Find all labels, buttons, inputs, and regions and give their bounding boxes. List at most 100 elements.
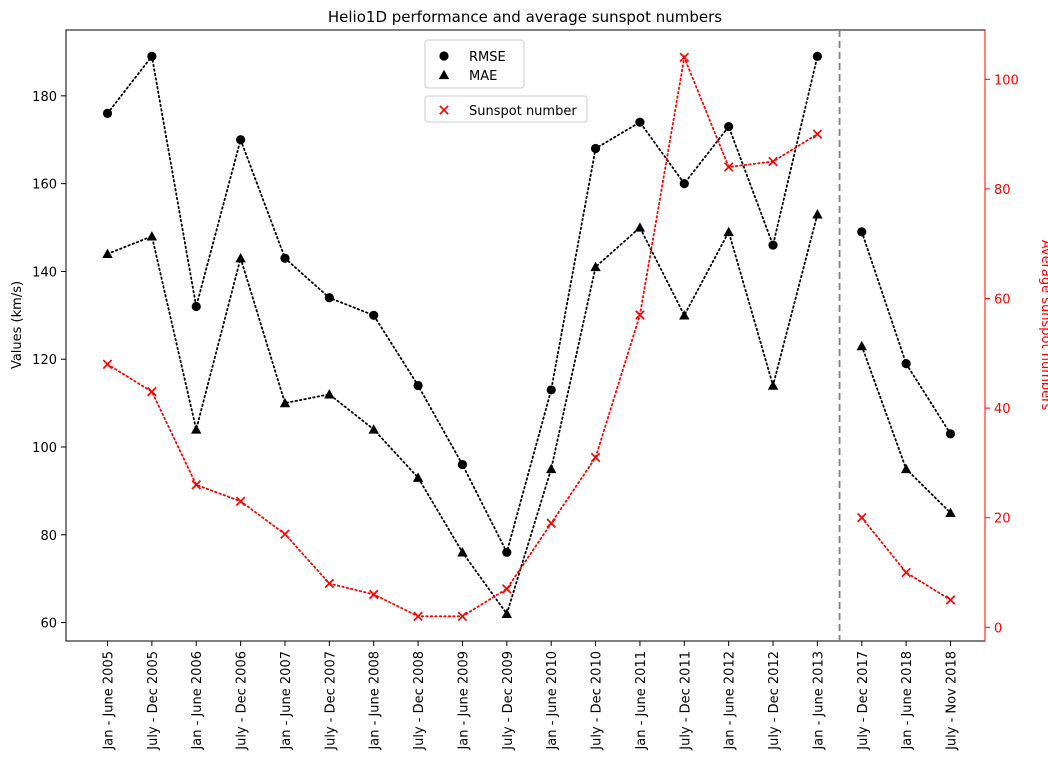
mae-line — [860, 345, 952, 514]
mae-point — [545, 463, 557, 474]
x-tick-label: July - Nov 2018 — [945, 651, 960, 751]
mae-point — [368, 424, 379, 434]
sunspot-number-line — [106, 54, 819, 618]
legend-marker-mae — [438, 69, 450, 80]
mae-point — [767, 380, 779, 390]
rmse-point — [546, 385, 556, 395]
rmse-point — [147, 51, 157, 61]
sunspot-number-point — [235, 496, 246, 507]
mae-point — [900, 463, 912, 474]
sunspot-number-point — [590, 452, 601, 463]
mae-point — [945, 507, 956, 517]
sunspot-number-point — [280, 529, 290, 539]
sunspot-number-line — [860, 516, 952, 601]
mae-point — [102, 248, 113, 259]
mae-point — [812, 209, 823, 219]
x-tick-label: Jan - June 2012 — [723, 651, 738, 751]
sunspot-number-point — [147, 386, 157, 397]
rmse-point — [768, 240, 778, 250]
left-tick-label: 160 — [32, 178, 57, 193]
right-tick-label: 60 — [994, 293, 1011, 308]
rmse-point — [635, 117, 645, 127]
rmse-point — [324, 293, 334, 303]
sunspot-number-point — [368, 589, 379, 600]
plot-area: 60 80 100 120 140 160 180 0 20 40 60 80 100 Jan - Jun… — [32, 29, 1019, 751]
mae-point — [856, 340, 867, 351]
legend-label-mae: MAE — [469, 69, 497, 84]
y-axis-left-label: Values (km/s) — [10, 281, 25, 369]
sunspot-number-point — [679, 52, 690, 63]
rmse-point — [413, 380, 423, 391]
sunspot-number-point — [635, 310, 645, 320]
y-axis-right-label: Average sunspot numbers — [1038, 240, 1048, 411]
right-tick-label: 20 — [994, 512, 1011, 527]
x-tick-label: July - Dec 2008 — [412, 651, 427, 751]
rmse-line — [106, 54, 819, 555]
legend: RMSE MAE Sunspot number — [424, 39, 588, 123]
rmse-point — [236, 135, 246, 145]
legend-marker-rmse — [439, 51, 449, 61]
legend-box-sunspot — [424, 95, 588, 123]
x-tick-label: Jan - June 2009 — [456, 651, 471, 751]
x-tick-label: July - Dec 2006 — [235, 651, 250, 751]
legend-label-sunspot-number: Sunspot number — [469, 104, 577, 119]
rmse-point — [280, 253, 290, 263]
mae-point — [235, 253, 246, 263]
rmse-point — [102, 108, 113, 118]
x-tick-label: July - Dec 2009 — [501, 651, 516, 751]
x-tick-label: July - Dec 2005 — [146, 651, 161, 751]
sunspot-number-point — [723, 162, 734, 172]
x-tick-label: Jan - June 2008 — [368, 651, 383, 751]
rmse-point — [191, 301, 201, 312]
x-tick-label: Jan - June 2018 — [900, 651, 915, 751]
x-tick-label: July - Dec 2017 — [856, 651, 871, 751]
left-tick-label: 80 — [40, 529, 57, 544]
x-tick-label: Jan - June 2011 — [634, 651, 649, 751]
mae-point — [191, 424, 202, 434]
rmse-point — [502, 547, 512, 557]
mae-point — [412, 472, 424, 482]
sunspot-number-point — [945, 595, 956, 605]
sunspot-number-point — [324, 578, 335, 589]
sunspot-number-point — [457, 611, 468, 622]
sunspot-number-point — [768, 156, 778, 167]
sunspot-number-point — [546, 518, 556, 528]
rmse-point — [590, 143, 601, 154]
right-tick-label: 0 — [994, 621, 1002, 636]
right-tick-label: 100 — [994, 73, 1019, 88]
right-tick-label: 80 — [994, 183, 1011, 198]
rmse-point — [945, 429, 956, 439]
mae-point — [590, 261, 601, 272]
mae-point — [146, 231, 158, 241]
sunspot-number-point — [102, 359, 113, 370]
sunspot-number-point — [901, 567, 911, 578]
x-tick-label: Jan - June 2010 — [545, 651, 560, 751]
rmse-point — [457, 459, 468, 470]
x-tick-label: Jan - June 2013 — [811, 651, 826, 751]
chart-title: Helio1D performance and average sunspot … — [328, 8, 722, 26]
legend-box-performance — [424, 39, 525, 89]
x-tick-label: July - Dec 2011 — [678, 651, 693, 751]
right-tick-label: 40 — [994, 402, 1011, 417]
mae-point — [501, 608, 513, 618]
left-tick-label: 120 — [32, 353, 57, 368]
x-tick-label: July - Dec 2010 — [590, 651, 605, 751]
x-tick-label: Jan - June 2005 — [102, 651, 117, 751]
sunspot-number-point — [413, 611, 423, 622]
sunspot-number-point — [502, 584, 512, 594]
left-tick-label: 140 — [32, 265, 57, 280]
x-tick-label: July - Dec 2012 — [767, 651, 782, 751]
left-tick-label: 60 — [40, 617, 57, 632]
legend-marker-sunspot-number — [439, 105, 449, 115]
mae-point — [679, 310, 690, 320]
mae-point — [457, 547, 468, 557]
rmse-line — [860, 230, 952, 435]
sunspot-number-point — [191, 480, 202, 490]
mae-point — [279, 397, 291, 408]
x-tick-label: July - Dec 2007 — [323, 651, 338, 751]
x-tick-label: Jan - June 2006 — [190, 651, 205, 751]
rmse-point — [857, 227, 867, 237]
legend-label-rmse: RMSE — [469, 50, 506, 65]
mae-point — [723, 226, 734, 237]
